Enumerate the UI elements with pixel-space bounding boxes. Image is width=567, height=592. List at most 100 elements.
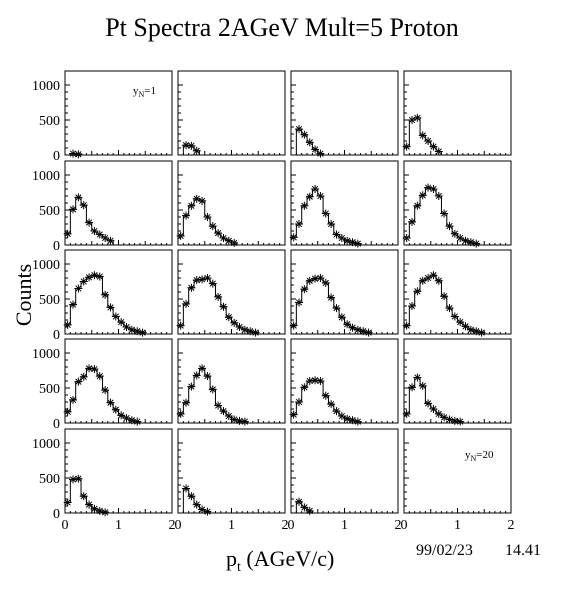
panel-12 [402, 249, 512, 337]
data-point [472, 327, 481, 336]
data-point [192, 146, 201, 155]
data-point [95, 272, 104, 281]
y-tick-label: 0 [53, 149, 60, 164]
data-point [440, 292, 449, 301]
panel-1: yN=1 [64, 70, 173, 159]
x-tick-label: 0 [401, 518, 408, 533]
data-point [337, 234, 346, 242]
data-point [327, 400, 336, 409]
y-tick-label: 0 [53, 507, 60, 522]
data-point [235, 416, 244, 425]
data-point [101, 290, 110, 299]
data-point [300, 130, 309, 139]
data-point [402, 409, 411, 418]
data-point [418, 131, 427, 140]
y-tick-label: 1000 [32, 347, 60, 362]
data-point [101, 508, 110, 517]
panel-frame [403, 70, 512, 156]
x-tick-label: 2 [508, 518, 515, 533]
data-point [90, 365, 99, 374]
data-point [230, 318, 239, 327]
data-point [434, 192, 443, 200]
y-tick-label: 0 [53, 328, 60, 343]
data-point [289, 321, 298, 330]
data-point [101, 234, 110, 242]
histogram-line [64, 196, 172, 246]
data-point [74, 193, 83, 202]
data-point [214, 292, 223, 301]
data-point [187, 141, 196, 150]
data-point [466, 325, 475, 334]
data-point [198, 196, 207, 205]
data-point [408, 217, 417, 226]
data-point [311, 376, 320, 385]
data-point [69, 149, 78, 158]
data-point [192, 500, 201, 509]
data-point [295, 497, 304, 506]
data-point [445, 415, 454, 424]
x-axis-label-unit: (AGeV/c) [241, 546, 334, 571]
data-point [79, 201, 88, 210]
data-point [69, 475, 78, 484]
data-point [418, 191, 427, 200]
data-point [74, 377, 83, 386]
data-point [106, 303, 115, 312]
panel-frame [64, 70, 173, 156]
panel-17 [63, 428, 173, 517]
data-point [182, 211, 191, 220]
data-point [321, 391, 330, 400]
data-point [208, 222, 217, 231]
panel-label-sub: N [139, 90, 145, 99]
data-point [343, 414, 352, 423]
data-point [251, 328, 260, 337]
x-tick-label: 0 [288, 518, 295, 533]
data-point [348, 416, 357, 425]
data-point [434, 147, 443, 156]
data-point [69, 395, 78, 404]
data-point [289, 410, 298, 419]
data-point [327, 220, 336, 228]
data-point [434, 276, 443, 285]
data-point [95, 372, 104, 381]
data-point [353, 325, 362, 334]
data-point [192, 276, 201, 285]
panel-2 [177, 70, 286, 156]
x-tick-label: 0 [62, 518, 69, 533]
panel-grid: yN=1yN=20 [63, 70, 512, 517]
data-point [332, 407, 341, 416]
data-point [117, 318, 126, 327]
data-point [316, 274, 325, 282]
panel-frame [403, 428, 512, 514]
y-axis-label: Counts [11, 264, 36, 326]
data-point [418, 276, 427, 285]
data-point [214, 401, 223, 410]
data-point [187, 201, 196, 210]
data-point [434, 409, 443, 418]
data-point [95, 506, 104, 515]
histogram-line [290, 188, 398, 246]
data-point [74, 284, 83, 293]
data-point [337, 313, 346, 322]
data-point [402, 321, 411, 330]
histogram-line [403, 274, 511, 335]
data-point [305, 138, 314, 147]
data-point [79, 277, 88, 286]
data-point [305, 506, 314, 515]
data-point [63, 229, 72, 238]
x-tick-label: 1 [454, 518, 461, 533]
panel-label-main: y [465, 449, 471, 461]
data-point [311, 185, 320, 193]
data-point [295, 125, 304, 134]
data-point [219, 302, 228, 311]
panel-8 [402, 160, 512, 248]
data-point [69, 205, 78, 214]
data-point [305, 377, 314, 385]
data-point [311, 145, 320, 154]
data-point [402, 234, 411, 242]
data-point [332, 304, 341, 313]
data-point [429, 271, 438, 280]
date-stamp: 99/02/23 [416, 542, 473, 559]
data-point [74, 150, 83, 159]
panel-frame [177, 70, 286, 156]
panel-7 [289, 160, 399, 248]
